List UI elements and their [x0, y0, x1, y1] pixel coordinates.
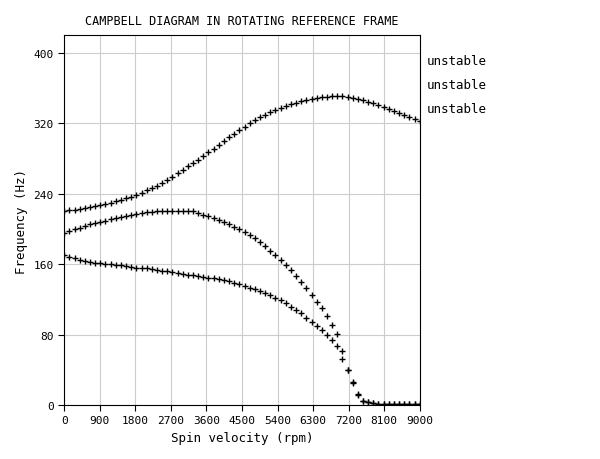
Text: unstable: unstable — [427, 55, 487, 67]
X-axis label: Spin velocity (rpm): Spin velocity (rpm) — [171, 431, 313, 444]
Y-axis label: Frequency (Hz): Frequency (Hz) — [15, 168, 28, 273]
Text: unstable: unstable — [427, 78, 487, 91]
Title: CAMPBELL DIAGRAM IN ROTATING REFERENCE FRAME: CAMPBELL DIAGRAM IN ROTATING REFERENCE F… — [85, 15, 399, 28]
Text: unstable: unstable — [427, 102, 487, 116]
